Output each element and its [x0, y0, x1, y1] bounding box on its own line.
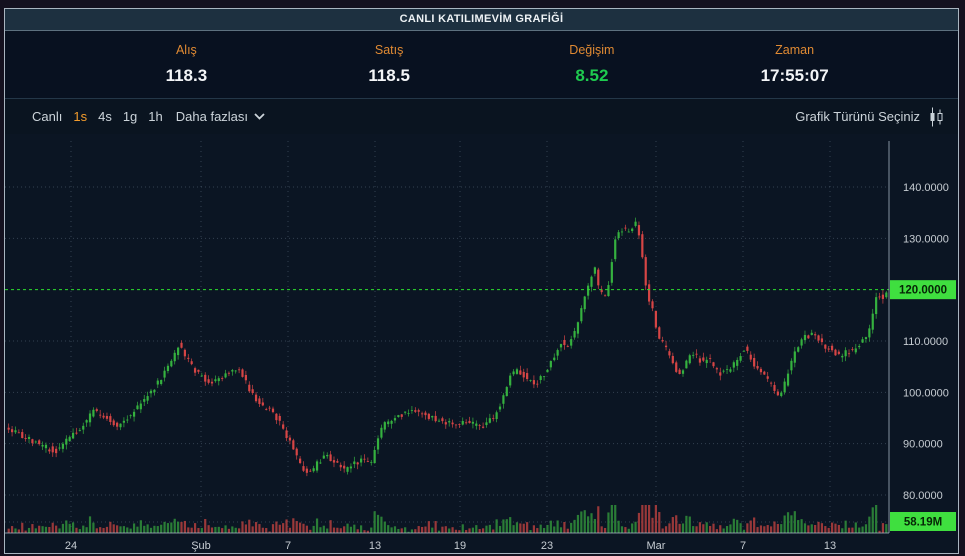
svg-text:24: 24: [65, 540, 77, 552]
svg-text:13: 13: [824, 540, 836, 552]
svg-text:58.19M: 58.19M: [904, 517, 942, 529]
quote-field-degisim: Değişim 8.52: [491, 31, 694, 98]
svg-text:110.0000: 110.0000: [903, 336, 948, 348]
svg-text:13: 13: [369, 540, 381, 552]
svg-text:130.0000: 130.0000: [903, 233, 949, 245]
quote-row: Alış 118.3 Satış 118.5 Değişim 8.52 Zaman 17:55…: [5, 31, 958, 99]
candlestick-chart: 140.0000 130.0000 110.0000 100.0000 90.0000 8…: [5, 141, 956, 552]
quote-field-satis: Satış 118.5: [288, 31, 491, 98]
quote-label-satis: Satış: [374, 43, 404, 57]
x-axis-labels: 24 Şub 7 13 19 23 Mar 7 13: [65, 540, 836, 552]
interval-button-1h[interactable]: 1h: [148, 109, 163, 124]
interval-button-4s[interactable]: 4s: [98, 109, 112, 124]
interval-group: Canlı 1s 4s 1g 1h: [32, 109, 174, 124]
more-intervals-label: Daha fazlası: [175, 109, 249, 124]
price-chart-area[interactable]: 140.0000 130.0000 110.0000 100.0000 90.0000 8…: [5, 134, 958, 553]
quote-value-zaman: 17:55:07: [760, 66, 829, 85]
candles-layer: [7, 217, 888, 477]
volume-badge: 58.19M: [890, 512, 956, 531]
svg-text:120.0000: 120.0000: [899, 285, 947, 297]
quote-value-satis: 118.5: [368, 66, 410, 85]
more-intervals-button[interactable]: Daha fazlası: [176, 109, 265, 124]
svg-text:80.0000: 80.0000: [903, 490, 943, 502]
quote-label-zaman: Zaman: [775, 43, 815, 57]
chart-toolbar: Canlı 1s 4s 1g 1h Daha fazlası Grafik Türünü…: [5, 99, 958, 134]
svg-text:90.0000: 90.0000: [903, 439, 943, 451]
svg-text:140.0000: 140.0000: [903, 182, 949, 194]
volume-bars-layer: [7, 505, 888, 533]
svg-text:Mar: Mar: [647, 540, 666, 552]
trading-chart-panel: CANLI KATILIMEVİM GRAFİĞİ Alış 118.3 Satış…: [4, 8, 959, 554]
interval-button-canlı[interactable]: Canlı: [32, 109, 63, 124]
quote-field-alis: Alış 118.3: [85, 31, 288, 98]
svg-text:19: 19: [454, 540, 466, 552]
svg-text:23: 23: [541, 540, 553, 552]
quote-label-alis: Alış: [175, 43, 197, 57]
y-axis-labels: 140.0000 130.0000 110.0000 100.0000 90.0000 8…: [903, 182, 949, 502]
panel-title: CANLI KATILIMEVİM GRAFİĞİ: [5, 9, 958, 31]
chart-type-label: Grafik Türünü Seçiniz: [795, 109, 920, 124]
quote-value-degisim: 8.52: [575, 66, 609, 85]
svg-text:7: 7: [285, 540, 291, 552]
last-price-badge: 120.0000: [890, 280, 956, 300]
chevron-down-icon: [254, 113, 265, 120]
interval-button-1s[interactable]: 1s: [73, 109, 88, 124]
candlestick-chart-type-icon[interactable]: [929, 107, 944, 127]
svg-text:100.0000: 100.0000: [903, 387, 949, 399]
gridlines: [5, 141, 889, 533]
svg-text:Şub: Şub: [191, 540, 211, 552]
quote-field-zaman: Zaman 17:55:07: [693, 31, 896, 98]
quote-label-degisim: Değişim: [569, 43, 615, 57]
svg-text:7: 7: [740, 540, 746, 552]
quote-value-alis: 118.3: [165, 66, 208, 85]
interval-button-1g[interactable]: 1g: [122, 109, 138, 124]
